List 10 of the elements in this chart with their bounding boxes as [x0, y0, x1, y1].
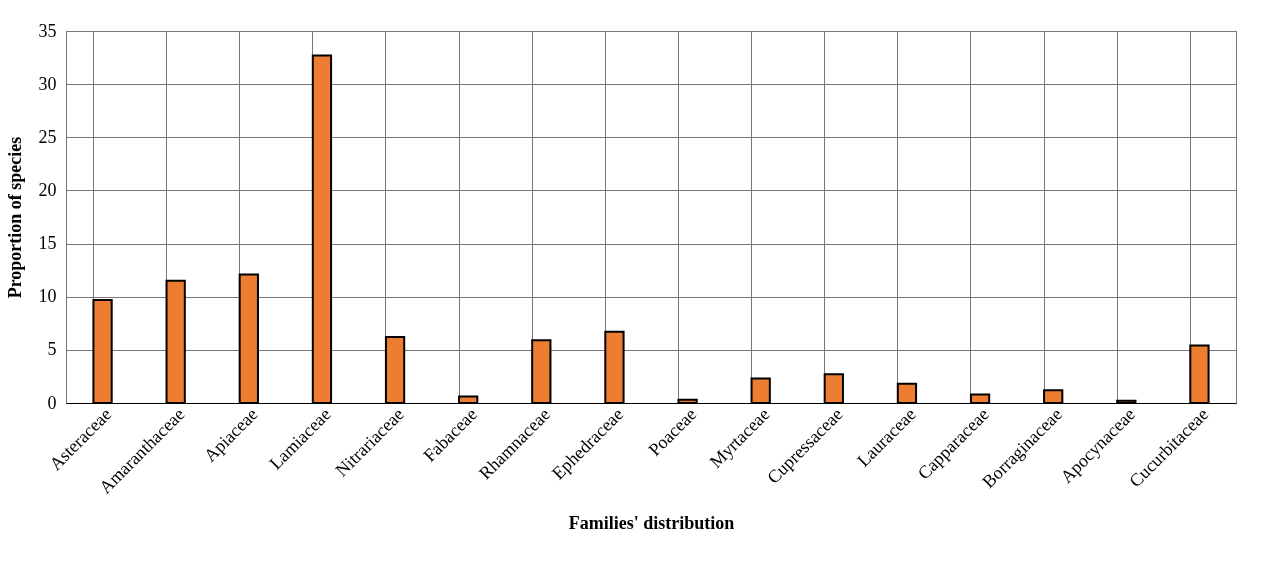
- y-tick-label: 5: [47, 339, 57, 360]
- y-tick-label: 20: [38, 179, 57, 200]
- y-tick-label: 30: [38, 73, 57, 94]
- y-tick-label: 10: [38, 286, 57, 307]
- y-tick-label: 25: [38, 126, 57, 147]
- y-tick-label: 0: [47, 392, 57, 413]
- y-tick-label: 35: [38, 20, 57, 41]
- y-axis-title: Proportion of species: [4, 136, 25, 299]
- x-axis-title: Families' distribution: [568, 513, 735, 534]
- y-tick-label: 15: [38, 233, 57, 254]
